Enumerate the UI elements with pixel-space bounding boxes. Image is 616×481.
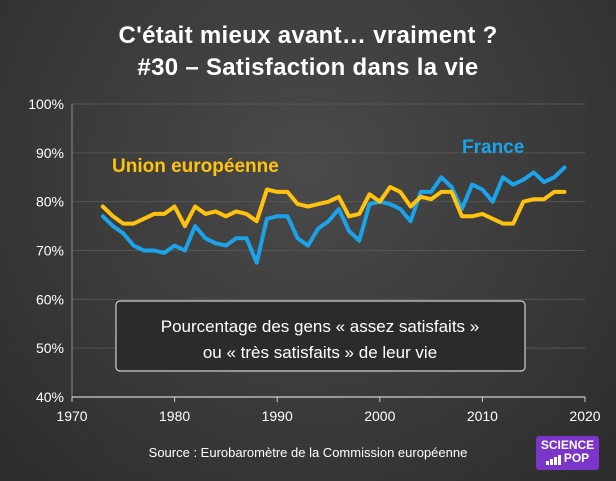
title-line-1: C'était mieux avant… vraiment ?	[118, 22, 498, 49]
y-tick-label: 90%	[36, 145, 64, 161]
y-tick-label: 100%	[28, 96, 64, 112]
source-text: Source : Eurobaromètre de la Commission …	[148, 445, 468, 460]
x-tick-label: 1990	[262, 408, 293, 424]
chart-title: C'était mieux avant… vraiment ? #30 – Sa…	[0, 20, 616, 84]
y-tick-label: 50%	[36, 340, 64, 356]
x-tick-label: 1980	[159, 408, 190, 424]
annotation-line-1: Pourcentage des gens « assez satisfaits …	[161, 317, 479, 336]
science-pop-logo: SCIENCE POP	[536, 436, 599, 470]
series-line-union-europeenne	[100, 185, 567, 229]
logo-line-1: SCIENCE	[540, 438, 595, 452]
title-line-2: #30 – Satisfaction dans la vie	[137, 54, 479, 81]
x-tick-label: 1970	[56, 408, 87, 424]
annotation-box: Pourcentage des gens « assez satisfaits …	[115, 300, 526, 372]
series-lines	[100, 165, 567, 265]
x-tick-label: 2020	[569, 408, 600, 424]
bar-chart-icon	[545, 454, 561, 465]
y-tick-label: 80%	[36, 194, 64, 210]
annotation-box-frame	[115, 300, 526, 372]
annotation-line-2: ou « très satisfaits » de leur vie	[203, 343, 437, 362]
axes: 40% 50% 60% 70% 80% 90% 100% 1970 1980 1990 2000 20…	[28, 96, 601, 424]
legend-label-france: France	[462, 137, 524, 158]
series-line-france	[100, 165, 567, 265]
y-tick-label: 40%	[36, 389, 64, 405]
logo-line-2-row: POP	[536, 452, 599, 465]
legend-label-union-europeenne: Union européenne	[112, 156, 279, 177]
y-tick-label: 60%	[36, 291, 64, 307]
y-tick-label: 70%	[36, 243, 64, 259]
x-tick-label: 2010	[467, 408, 498, 424]
x-tick-label: 2000	[364, 408, 395, 424]
logo-line-2: POP	[563, 451, 590, 465]
